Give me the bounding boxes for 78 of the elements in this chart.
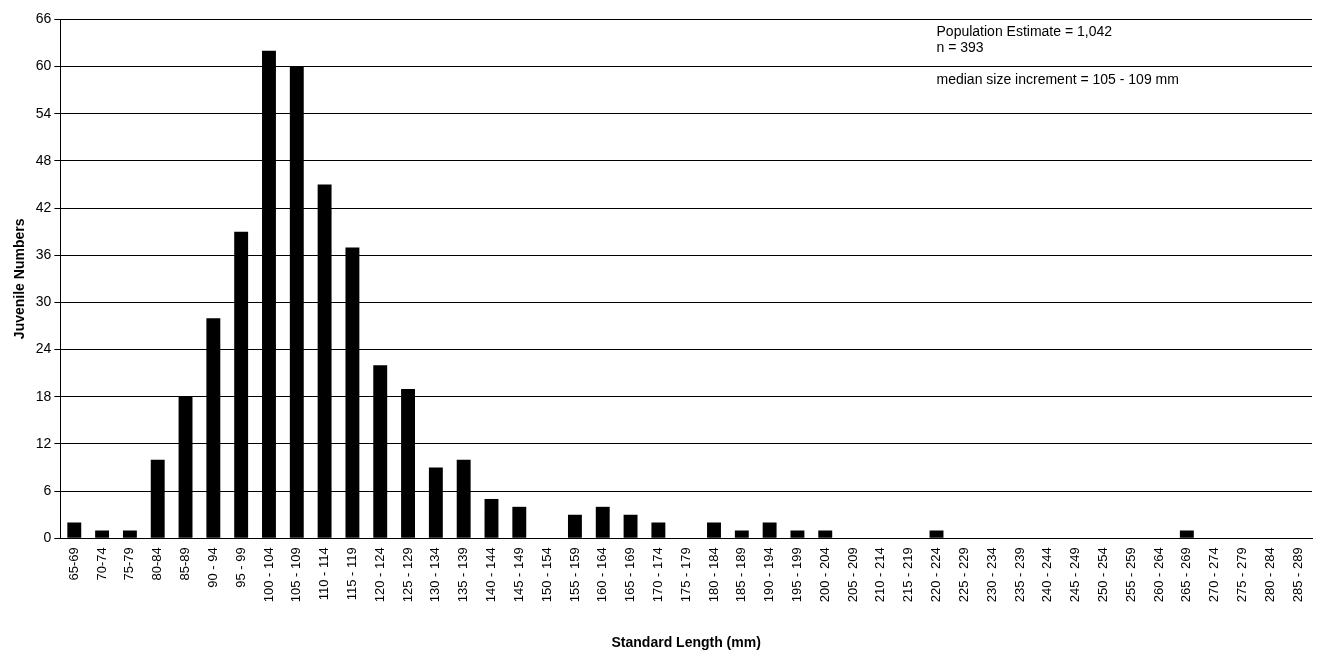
x-tick-label: 155 - 159 (566, 547, 582, 603)
x-tick-label: 210 - 214 (872, 547, 888, 603)
x-tick-label: 250 - 254 (1094, 547, 1110, 603)
y-tick-label: 60 (35, 57, 52, 74)
y-tick-label: 36 (35, 246, 52, 263)
x-tick-label: 200 - 204 (816, 547, 832, 603)
y-tick-label: 48 (35, 151, 52, 168)
y-tick-label: 0 (43, 529, 52, 546)
x-tick-label: 225 - 229 (955, 547, 971, 603)
x-tick-label: 190 - 194 (761, 547, 777, 603)
x-tick-label: 120 - 124 (371, 547, 387, 603)
y-tick-label: 30 (35, 293, 52, 310)
x-tick-label: 125 - 129 (399, 547, 415, 603)
x-tick-label: 255 - 259 (1122, 547, 1138, 603)
y-tick-label: 24 (35, 340, 52, 357)
bar (512, 506, 527, 538)
bar (567, 514, 582, 538)
x-tick-label: 235 - 239 (1011, 547, 1027, 603)
y-tick-label: 6 (43, 481, 52, 498)
x-tick-label: 220 - 224 (928, 547, 944, 603)
x-tick-label: 145 - 149 (510, 547, 526, 603)
x-tick-label: 100 - 104 (260, 547, 276, 603)
x-tick-label: 110 - 114 (316, 547, 332, 601)
x-tick-label: 260 - 264 (1150, 547, 1166, 603)
y-tick-label: 42 (35, 198, 52, 215)
bar (790, 530, 805, 538)
x-tick-label: 280 - 284 (1261, 547, 1277, 603)
x-tick-label: 150 - 154 (538, 547, 554, 603)
x-tick-label: 135 - 139 (455, 547, 471, 603)
x-tick-label: 185 - 189 (733, 547, 749, 603)
x-tick-label: 70-74 (93, 547, 109, 581)
bar (651, 522, 666, 538)
x-tick-label: 245 - 249 (1067, 547, 1083, 603)
x-axis-title: Standard Length (mm) (611, 634, 761, 651)
annotation: n = 393 (936, 39, 984, 56)
x-tick-label: 180 - 184 (705, 547, 721, 603)
y-tick-label: 66 (35, 10, 52, 27)
bar (95, 530, 110, 538)
x-tick-label: 195 - 199 (789, 547, 805, 603)
x-tick-label: 285 - 289 (1289, 547, 1305, 603)
x-tick-label: 140 - 144 (483, 547, 499, 603)
annotation: median size increment = 105 - 109 mm (936, 71, 1179, 88)
annotation: Population Estimate = 1,042 (936, 23, 1113, 40)
bar (623, 514, 638, 538)
x-tick-label: 275 - 279 (1234, 547, 1250, 603)
bar (762, 522, 777, 538)
x-tick-label: 90 - 94 (204, 547, 220, 588)
bar (929, 530, 944, 538)
bar (67, 522, 82, 538)
x-tick-label: 95 - 99 (232, 547, 248, 588)
bar (734, 530, 749, 538)
x-tick-label: 175 - 179 (677, 547, 693, 603)
x-tick-label: 240 - 244 (1039, 547, 1055, 603)
y-tick-label: 18 (35, 387, 52, 404)
y-tick-label: 54 (35, 104, 52, 121)
x-tick-label: 160 - 164 (594, 547, 610, 603)
x-tick-label: 205 - 209 (844, 547, 860, 603)
bar (595, 506, 610, 538)
x-tick-label: 215 - 219 (900, 547, 916, 603)
bar (818, 530, 833, 538)
bar (484, 498, 499, 538)
x-tick-label: 115 - 119 (344, 547, 359, 601)
x-tick-label: 165 - 169 (622, 547, 638, 603)
x-tick-label: 75-79 (121, 547, 137, 581)
x-tick-label: 65-69 (65, 547, 81, 581)
bar (122, 530, 137, 538)
y-tick-label: 12 (35, 434, 52, 451)
x-tick-label: 265 - 269 (1178, 547, 1194, 603)
x-tick-label: 105 - 109 (288, 547, 304, 603)
bar (707, 522, 721, 538)
x-tick-label: 85-89 (177, 547, 193, 581)
x-tick-label: 270 - 274 (1206, 547, 1222, 603)
x-tick-label: 80-84 (149, 547, 165, 581)
bar (1179, 530, 1194, 538)
x-tick-label: 130 - 134 (427, 547, 443, 603)
x-tick-label: 230 - 234 (983, 547, 999, 603)
x-tick-label: 170 - 174 (649, 547, 665, 603)
y-axis-title: Juvenile Numbers (11, 218, 28, 340)
